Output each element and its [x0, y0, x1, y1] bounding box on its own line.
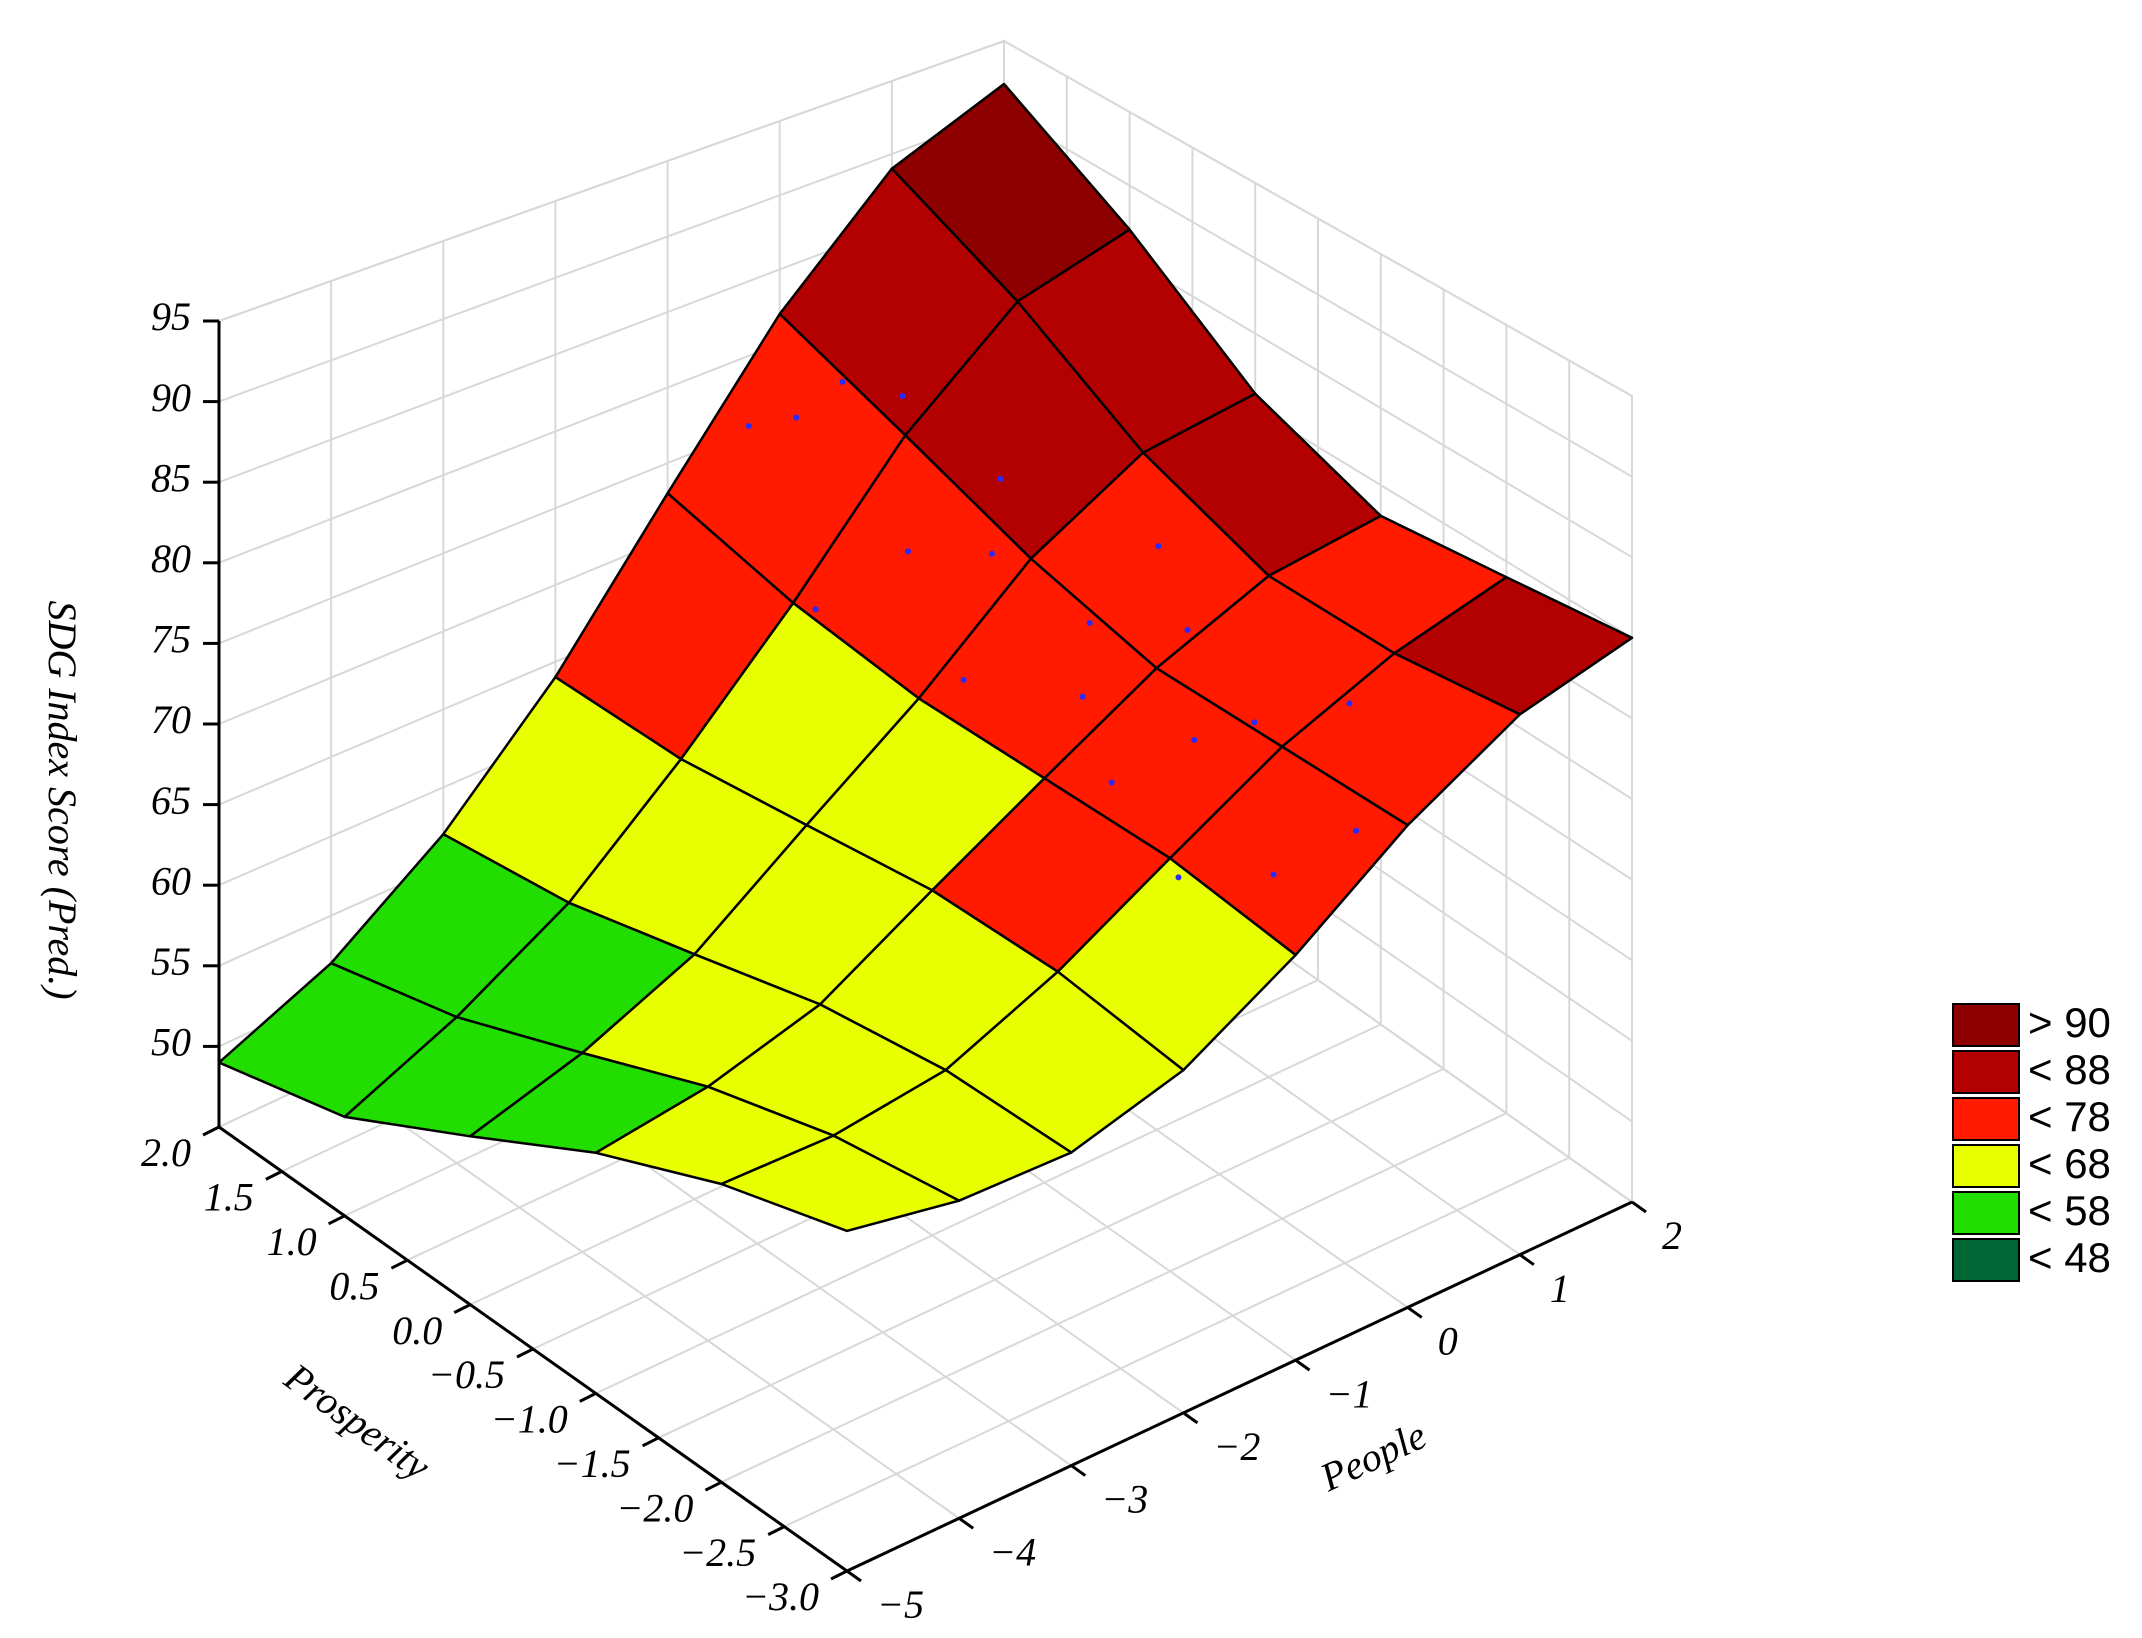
legend-label: < 88 — [2028, 1046, 2111, 1093]
y-tick-label: −1.0 — [491, 1397, 568, 1442]
y-tick-label: 0.5 — [329, 1263, 379, 1308]
y-grid-line — [595, 254, 1382, 1395]
legend-swatch — [1952, 1050, 2020, 1094]
z-axis-title: SDG Index Score (Pred.) — [40, 600, 85, 999]
data-point — [745, 423, 752, 430]
z-tick-label: 80 — [151, 536, 191, 581]
y-tick — [579, 1392, 597, 1403]
x-axis — [846, 1200, 1633, 1573]
z-tick-label: 90 — [151, 375, 191, 420]
x-tick-label: −5 — [877, 1582, 924, 1627]
y-tick-label: −0.5 — [428, 1352, 505, 1397]
data-point — [988, 550, 995, 557]
data-point — [1086, 619, 1093, 626]
x-tick — [1070, 1464, 1087, 1477]
y-tick-label: −1.5 — [554, 1441, 631, 1486]
x-axis-title: People — [1312, 1412, 1433, 1500]
y-tick-label: −2.5 — [679, 1530, 756, 1575]
legend-swatch — [1952, 1097, 2020, 1141]
y-tick-label: 1.0 — [267, 1219, 317, 1264]
y-tick — [767, 1525, 785, 1536]
y-tick — [265, 1170, 283, 1181]
y-tick-label: 2.0 — [141, 1130, 191, 1175]
x-tick-label: 0 — [1438, 1319, 1458, 1364]
data-point — [793, 414, 800, 421]
y-tick — [830, 1569, 848, 1581]
data-point — [1155, 543, 1162, 550]
x-tick-label: 2 — [1662, 1213, 1682, 1258]
x-tick — [1182, 1411, 1199, 1425]
y-tick — [641, 1436, 660, 1448]
y-tick-label: −2.0 — [616, 1485, 693, 1530]
z-tick-label: 55 — [151, 939, 191, 984]
y-tick — [704, 1480, 723, 1492]
legend-swatch — [1952, 1003, 2020, 1047]
x-tick-label: 1 — [1550, 1266, 1570, 1311]
y-tick-label: −3.0 — [742, 1574, 819, 1619]
data-point — [1270, 871, 1277, 878]
data-point — [1184, 626, 1191, 633]
data-point — [1079, 693, 1086, 700]
legend-swatch — [1952, 1191, 2020, 1235]
x-tick — [1631, 1200, 1647, 1214]
x-tick-label: −4 — [989, 1529, 1036, 1574]
legend-swatch — [1952, 1144, 2020, 1188]
data-point — [997, 475, 1004, 482]
z-tick-label: 65 — [151, 778, 191, 823]
data-point — [905, 548, 912, 555]
x-tick — [1406, 1306, 1423, 1319]
data-point — [1346, 700, 1353, 707]
data-point — [1175, 874, 1182, 881]
y-tick-label: 0.0 — [392, 1308, 442, 1353]
z-tick-label: 50 — [151, 1020, 191, 1065]
y-tick — [202, 1125, 220, 1137]
legend-label: > 90 — [2028, 999, 2111, 1046]
z-tick-label: 75 — [151, 617, 191, 662]
x-tick — [1518, 1253, 1535, 1266]
x-tick-label: −2 — [1213, 1424, 1260, 1469]
x-tick — [1294, 1358, 1311, 1372]
x-tick — [846, 1569, 862, 1583]
legend-label: < 68 — [2028, 1140, 2111, 1187]
x-tick-label: −3 — [1101, 1477, 1148, 1522]
legend-swatch — [1952, 1238, 2020, 1282]
y-tick — [327, 1214, 346, 1226]
y-tick — [453, 1303, 471, 1314]
data-point — [1251, 719, 1258, 726]
legend-label: < 58 — [2028, 1187, 2111, 1234]
y-tick — [390, 1258, 409, 1270]
z-tick-label: 60 — [151, 858, 191, 903]
z-tick-label: 70 — [151, 697, 191, 742]
legend-label: < 78 — [2028, 1093, 2111, 1140]
data-point — [1108, 779, 1115, 786]
y-axis-title: Prosperity — [276, 1354, 439, 1490]
data-point — [1353, 827, 1360, 834]
data-point — [899, 393, 906, 400]
data-point — [1191, 736, 1198, 743]
data-point — [960, 676, 967, 683]
data-point — [839, 378, 846, 385]
z-tick-label: 95 — [151, 294, 191, 339]
y-tick — [516, 1347, 534, 1359]
z-tick-label: 85 — [151, 455, 191, 500]
data-point — [812, 606, 819, 613]
legend-label: < 48 — [2028, 1234, 2111, 1281]
surface-cell — [720, 1134, 961, 1233]
x-tick-label: −1 — [1326, 1371, 1373, 1416]
x-tick — [958, 1517, 975, 1530]
y-tick-label: 1.5 — [204, 1175, 254, 1220]
